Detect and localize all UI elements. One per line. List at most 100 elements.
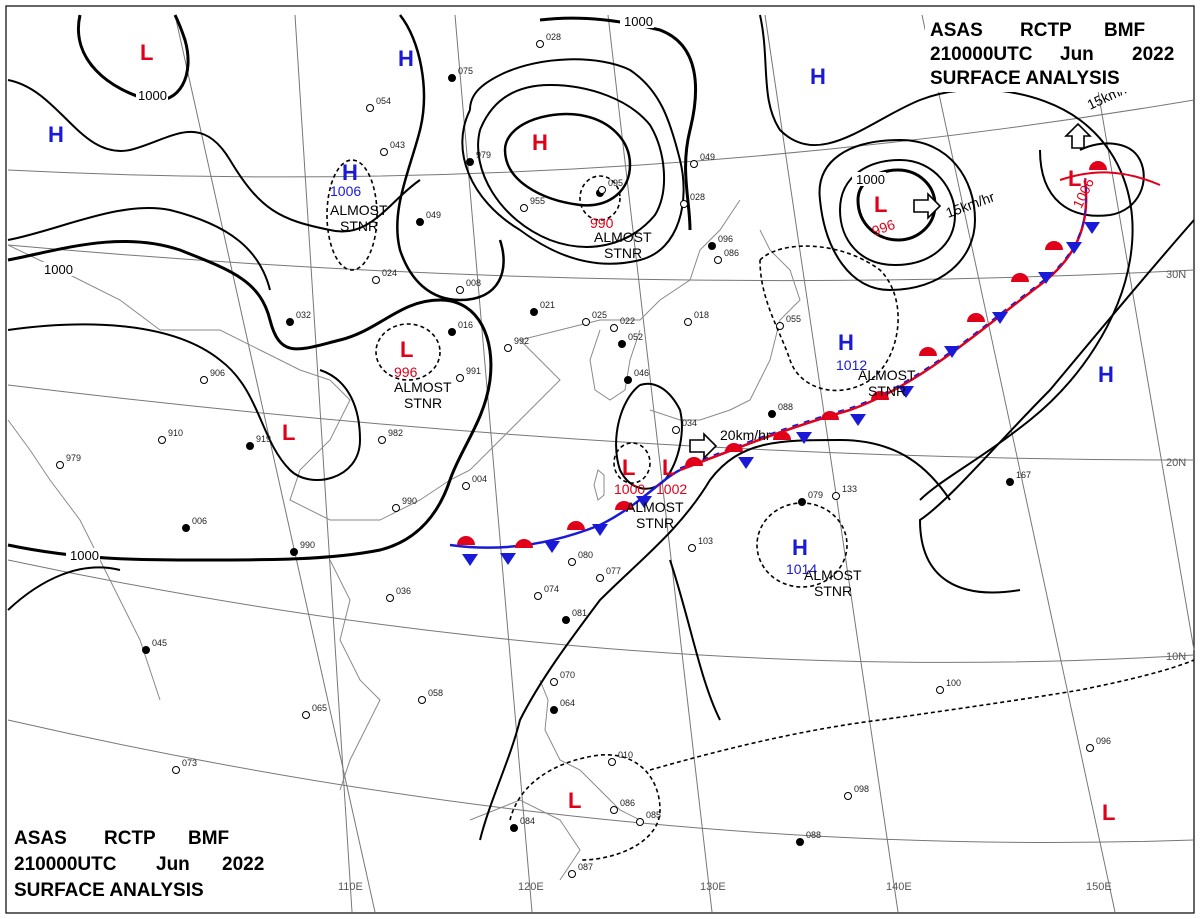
dashed-isobars xyxy=(326,159,1195,861)
station-pressure: 046 xyxy=(634,368,649,378)
station-marker xyxy=(568,870,576,878)
isobar-center-low-inner xyxy=(503,112,632,207)
low-center: L xyxy=(662,455,675,480)
station-pressure: 055 xyxy=(786,314,801,324)
warm-front-semicircle xyxy=(821,411,839,420)
station-pressure: 045 xyxy=(152,638,167,648)
warm-front-semicircle xyxy=(1045,241,1063,250)
station-marker xyxy=(182,524,190,532)
korea-coast xyxy=(589,329,641,401)
dashed-low-1000 xyxy=(613,442,651,484)
station-pressure: 049 xyxy=(700,152,715,162)
station-pressure: 103 xyxy=(698,536,713,546)
meridian-110e xyxy=(294,14,353,913)
cold-front-triangle xyxy=(1066,242,1082,254)
header-title: SURFACE ANALYSIS xyxy=(930,68,1120,89)
graticule-labels: 30N 20N 10N 110E 120E 130E 140E 150E xyxy=(338,269,1186,893)
low-center: L xyxy=(400,337,413,362)
station-pressure: 016 xyxy=(458,320,473,330)
station-pressure: 080 xyxy=(578,550,593,560)
isobar-sw xyxy=(7,566,121,611)
station-pressure: 028 xyxy=(546,32,561,42)
header-station: RCTP xyxy=(1020,20,1072,41)
station-pressure: 034 xyxy=(682,418,697,428)
station-pressure: 065 xyxy=(312,703,327,713)
isobar-left-north xyxy=(7,79,421,233)
motion-arrow-east-low xyxy=(913,192,942,220)
station-pressure: 025 xyxy=(592,310,607,320)
station-pressure: 049 xyxy=(426,210,441,220)
station-marker xyxy=(624,376,632,384)
station-pressure: 085 xyxy=(646,810,661,820)
station-marker xyxy=(1086,744,1094,752)
station-marker xyxy=(302,711,310,719)
station-marker xyxy=(936,686,944,694)
station-marker xyxy=(200,376,208,384)
dashed-low-996-west xyxy=(375,323,441,381)
cold-front-triangle xyxy=(992,312,1008,324)
isobar-pacific-2 xyxy=(1039,142,1145,217)
isobar-labels: 1000 1000 1000 1000 1000 xyxy=(40,14,886,563)
station-pressure: 074 xyxy=(544,584,559,594)
lat-label: 10N xyxy=(1166,651,1186,663)
station-pressure: 032 xyxy=(296,310,311,320)
station-pressure: 906 xyxy=(210,368,225,378)
station-marker xyxy=(286,318,294,326)
station-marker xyxy=(610,324,618,332)
india-coast xyxy=(7,419,161,701)
warm-front-semicircle xyxy=(567,521,585,530)
graticule xyxy=(7,14,1195,913)
warm-front-semicircle xyxy=(515,539,533,548)
dashed-south-low xyxy=(509,754,661,861)
meridian-160e xyxy=(1084,14,1195,651)
station-marker xyxy=(618,340,626,348)
station-marker xyxy=(56,461,64,469)
station-plots: 075 054 043 049 024 008 016 991 992 021 025 034 032 9… xyxy=(56,32,1111,878)
almost-stnr-label: ALMOST STNR xyxy=(858,367,916,399)
high-center: H xyxy=(48,122,64,147)
station-marker xyxy=(568,558,576,566)
isobar-south xyxy=(479,438,951,841)
stationary-front xyxy=(449,161,1161,566)
station-pressure: 096 xyxy=(718,234,733,244)
station-pressure: 004 xyxy=(472,474,487,484)
station-pressure: 006 xyxy=(192,516,207,526)
borneo-coast xyxy=(469,799,581,881)
almost-stnr-label: ALMOST STNR xyxy=(394,379,452,411)
warm-front-semicircle xyxy=(685,457,703,466)
station-pressure: 036 xyxy=(396,586,411,596)
station-pressure: 043 xyxy=(390,140,405,150)
station-pressure: 990 xyxy=(402,496,417,506)
station-pressure: 075 xyxy=(458,66,473,76)
station-pressure: 910 xyxy=(168,428,183,438)
taiwan-coast xyxy=(593,469,605,501)
parallel-40n xyxy=(7,99,1195,178)
station-marker xyxy=(504,344,512,352)
station-pressure: 084 xyxy=(520,816,535,826)
station-pressure: 979 xyxy=(476,150,491,160)
isobar-pacific-1 xyxy=(759,14,1134,501)
station-pressure: 086 xyxy=(724,248,739,258)
lon-label: 150E xyxy=(1086,881,1112,893)
header-year: 2022 xyxy=(1132,44,1174,65)
warm-front-semicircle xyxy=(871,391,889,400)
front-line-east-cold xyxy=(679,177,1087,469)
station-pressure: 079 xyxy=(808,490,823,500)
footer-product: ASAS xyxy=(14,828,67,849)
station-marker xyxy=(386,594,394,602)
meridian-140e xyxy=(764,14,899,913)
pressure-value-high-1012: 1012 xyxy=(836,357,867,373)
isobar-label: 1000 xyxy=(138,88,167,103)
parallel-0 xyxy=(7,719,1195,843)
station-marker xyxy=(636,818,644,826)
station-pressure: 054 xyxy=(376,96,391,106)
isobars xyxy=(7,14,1195,841)
station-marker xyxy=(290,548,298,556)
cold-front-triangle xyxy=(636,496,652,508)
dashed-equatorial-trough xyxy=(649,659,1195,771)
dashed-high-nw xyxy=(326,159,378,271)
isobar-east-low-outer xyxy=(818,138,977,292)
warm-front-semicircle xyxy=(967,313,985,322)
pressure-value-low-996-west: 996 xyxy=(394,364,418,380)
warm-front-semicircle xyxy=(615,501,633,510)
